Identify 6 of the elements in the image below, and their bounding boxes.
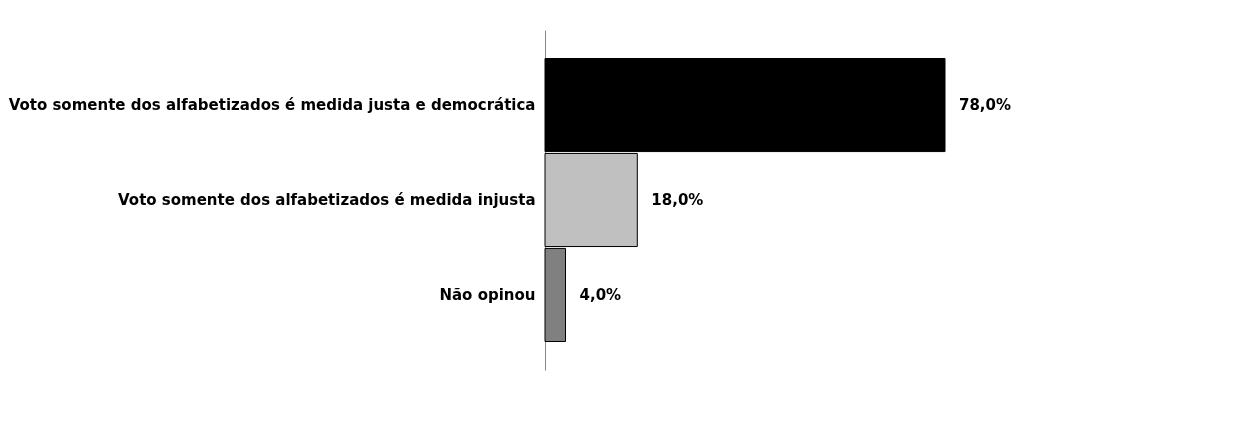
y-tick-label: Não opinou	[439, 285, 536, 304]
y-tick-label: Voto somente dos alfabetizados é medida justa e democrática	[8, 96, 536, 115]
y-tick-label: Voto somente dos alfabetizados é medida injusta	[118, 191, 536, 209]
data-label: 18,0%	[651, 191, 704, 209]
data-label: 78,0%	[959, 96, 1012, 115]
data-label: 4,0%	[579, 285, 622, 304]
